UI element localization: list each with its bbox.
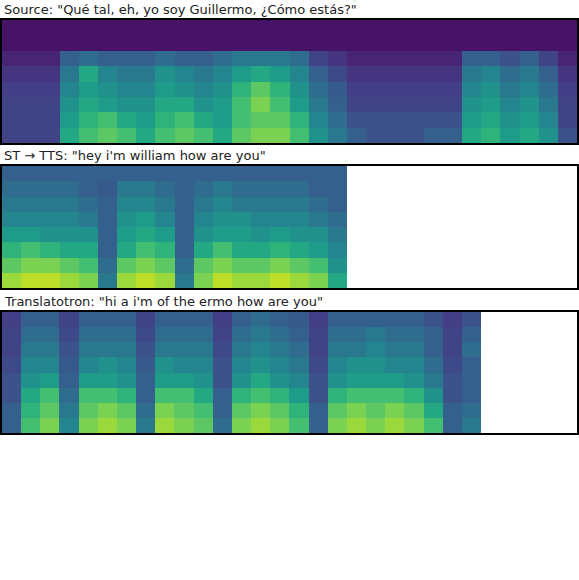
svg-text:Source: "Qué tal, eh, yo soy G: Source: "Qué tal, eh, yo soy Guillermo, … <box>4 2 357 17</box>
svg-text:ST → TTS: "hey i'm william how: ST → TTS: "hey i'm william how are you" <box>4 148 266 163</box>
svg-text:Translatotron: "hi a i'm of th: Translatotron: "hi a i'm of the ermo how… <box>4 294 323 309</box>
